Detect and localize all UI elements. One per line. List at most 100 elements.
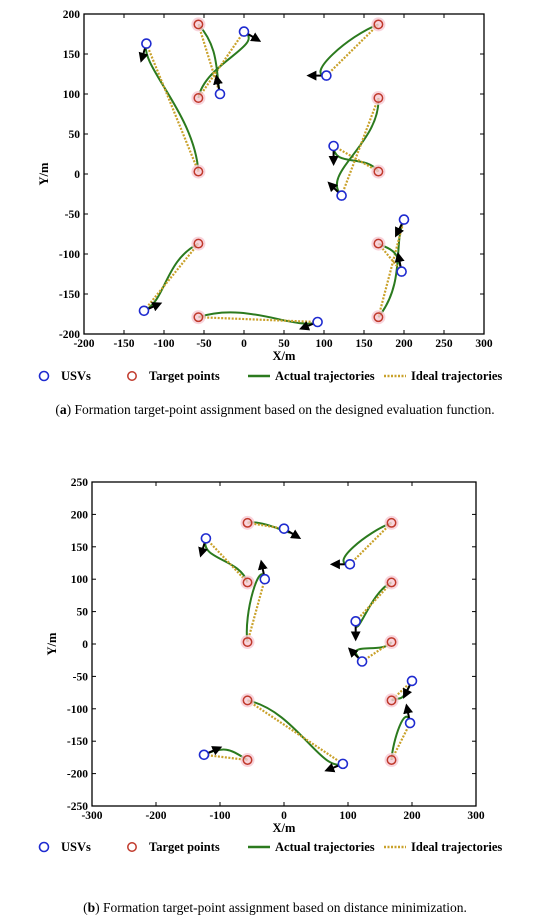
panel-b-target-point: [242, 577, 253, 588]
panel-a-ideal-trajectory: [377, 242, 403, 273]
caption-b-text: Formation target-point assignment based …: [99, 900, 467, 915]
panel-b-xtick-label: -300: [81, 810, 102, 822]
panel-b-ideal-trajectory: [205, 537, 249, 584]
panel-b-ideal-trajectory: [349, 522, 393, 566]
panel-b-legend-usvs-label: USVs: [61, 840, 91, 854]
panel-a-xtick-label: 250: [435, 338, 453, 350]
panel-b-usv-marker: [259, 573, 271, 585]
panel-b-target-point: [386, 695, 397, 706]
panel-b-ideal-trajectory: [354, 581, 393, 623]
panel-a-target-point: [373, 93, 384, 103]
panel-b-xtick-label: 300: [467, 810, 485, 822]
panel-a-actual-trajectory: [143, 242, 199, 312]
panel-b-ytick-label: -100: [67, 704, 88, 716]
panel-a-xtick-label: -50: [196, 338, 212, 350]
panel-b-ytick-label: 0: [82, 639, 88, 651]
panel-b-usv-marker: [356, 656, 368, 667]
panel-a-target-point: [373, 19, 384, 30]
panel-a-ytick-label: -100: [59, 249, 80, 261]
panel-b-ideal-trajectory: [246, 578, 266, 643]
panel-b-usv-marker: [344, 558, 356, 570]
panel-b-usv-marker: [278, 523, 290, 534]
panel-b-ytick-label: 200: [71, 509, 89, 521]
panel-a-legend-usvs-label: USVs: [61, 369, 91, 383]
panel-b-legend-targets-label: Target points: [149, 840, 220, 854]
panel-b-legend-usvs-swatch: [38, 841, 50, 853]
panel-b-actual-trajectory: [354, 581, 392, 628]
panel-b-ytick-label: -50: [73, 671, 89, 683]
panel-b-xtick-label: 200: [403, 810, 421, 822]
panel-a-usv-marker: [398, 214, 410, 225]
caption-a-label: a: [59, 402, 67, 417]
panel-b-ytick-label: -250: [67, 801, 88, 813]
panel-a-plot: -200 -150 -100 -50 0 50 100 150 200 250 300 -200 -15…: [37, 9, 502, 383]
panel-b-ytick-label: 250: [71, 477, 89, 489]
panel-a-xtick-label: -150: [113, 338, 134, 350]
caption-a: (a) Formation target-point assignment ba…: [55, 402, 495, 417]
panel-a-usv-marker: [321, 70, 332, 81]
panel-a-xtick-label: 100: [315, 338, 333, 350]
panel-b-usv-marker: [337, 758, 349, 770]
panel-b-usv-marker: [406, 675, 418, 687]
panel-a-target-point: [193, 238, 204, 249]
panel-a-usv-marker: [312, 316, 323, 328]
panel-b-legend-ideal-label: Ideal trajectories: [411, 840, 502, 854]
panel-a-ideal-trajectory: [325, 23, 380, 77]
panel-a-xtick-label: 150: [355, 338, 373, 350]
panel-b-target-point: [386, 517, 397, 528]
panel-b-ytick-label: 100: [71, 574, 89, 586]
panel-a-ytick-label: 50: [69, 129, 81, 141]
panel-a-xtick-label: -200: [73, 338, 94, 350]
panel-b-xlabel: X/m: [273, 821, 297, 835]
caption-b: (b) Formation target-point assignment ba…: [83, 900, 467, 915]
panel-b-ytick-label: -200: [67, 769, 88, 781]
panel-b-target-point: [386, 637, 397, 648]
panel-a-ytick-label: 200: [63, 9, 81, 21]
panel-b-xtick-label: 100: [339, 810, 357, 822]
panel-b-ytick-label: -150: [67, 736, 88, 748]
panel-a-legend-actual-label: Actual trajectories: [275, 369, 375, 383]
panel-a-ytick-label: -200: [59, 329, 80, 341]
panel-a-legend-usvs-swatch: [38, 370, 50, 382]
panel-b-usv-marker: [404, 717, 416, 729]
panel-b-ideal-trajectory: [247, 521, 285, 530]
panel-a-ideal-trajectory: [377, 219, 406, 318]
panel-b-ideal-trajectory: [203, 753, 248, 762]
panel-a-ideal-trajectory: [143, 242, 200, 312]
panel-b-target-point: [242, 517, 253, 528]
panel-a-ideal-trajectory: [197, 24, 222, 95]
panel-a-usv-marker: [336, 190, 347, 201]
panel-b-ytick-label: 150: [71, 542, 89, 554]
panel-a-target-point: [373, 238, 384, 249]
panel-b-legend-targets-swatch: [127, 842, 137, 852]
panel-b-target-point: [386, 755, 397, 765]
panel-a-xtick-label: -100: [153, 338, 174, 350]
panel-a-xtick-label: 200: [395, 338, 413, 350]
caption-a-text: Formation target-point assignment based …: [71, 402, 495, 417]
panel-a-usv-marker: [138, 305, 150, 317]
panel-a-ytick-label: -150: [59, 289, 80, 301]
panel-b-target-point: [242, 637, 253, 648]
panel-a-target-point: [193, 312, 204, 323]
panel-a-ytick-label: 100: [63, 89, 81, 101]
panel-a-ideal-trajectory: [145, 43, 200, 173]
panel-a-usv-marker: [328, 140, 339, 152]
panel-b-xtick-label: 0: [281, 810, 287, 822]
panel-b-target-point: [386, 577, 397, 588]
panel-a-usv-marker: [238, 26, 250, 37]
panel-a-legend-targets-label: Target points: [149, 369, 220, 383]
panel-a-xtick-label: 50: [278, 338, 290, 350]
panel-a-ytick-label: -50: [65, 209, 81, 221]
panel-a-target-point: [193, 166, 204, 177]
panel-a-xlabel: X/m: [273, 349, 297, 363]
panel-b-xtick-label: -100: [209, 810, 230, 822]
panel-a-usv-marker: [396, 266, 407, 277]
panel-b-legend-actual-label: Actual trajectories: [275, 840, 375, 854]
panel-b-target-point: [242, 755, 253, 765]
panel-a-xtick-label: 0: [241, 338, 247, 350]
panel-a-axes-frame: [83, 13, 485, 335]
panel-b-usv-marker: [198, 749, 210, 761]
panel-b-plot: -300 -200 -100 0 100 200 300 -250 -200 -150 -100 -5…: [38, 477, 502, 854]
panel-a-ylabel: Y/m: [37, 162, 51, 186]
panel-a-xtick-label: 300: [475, 338, 493, 350]
